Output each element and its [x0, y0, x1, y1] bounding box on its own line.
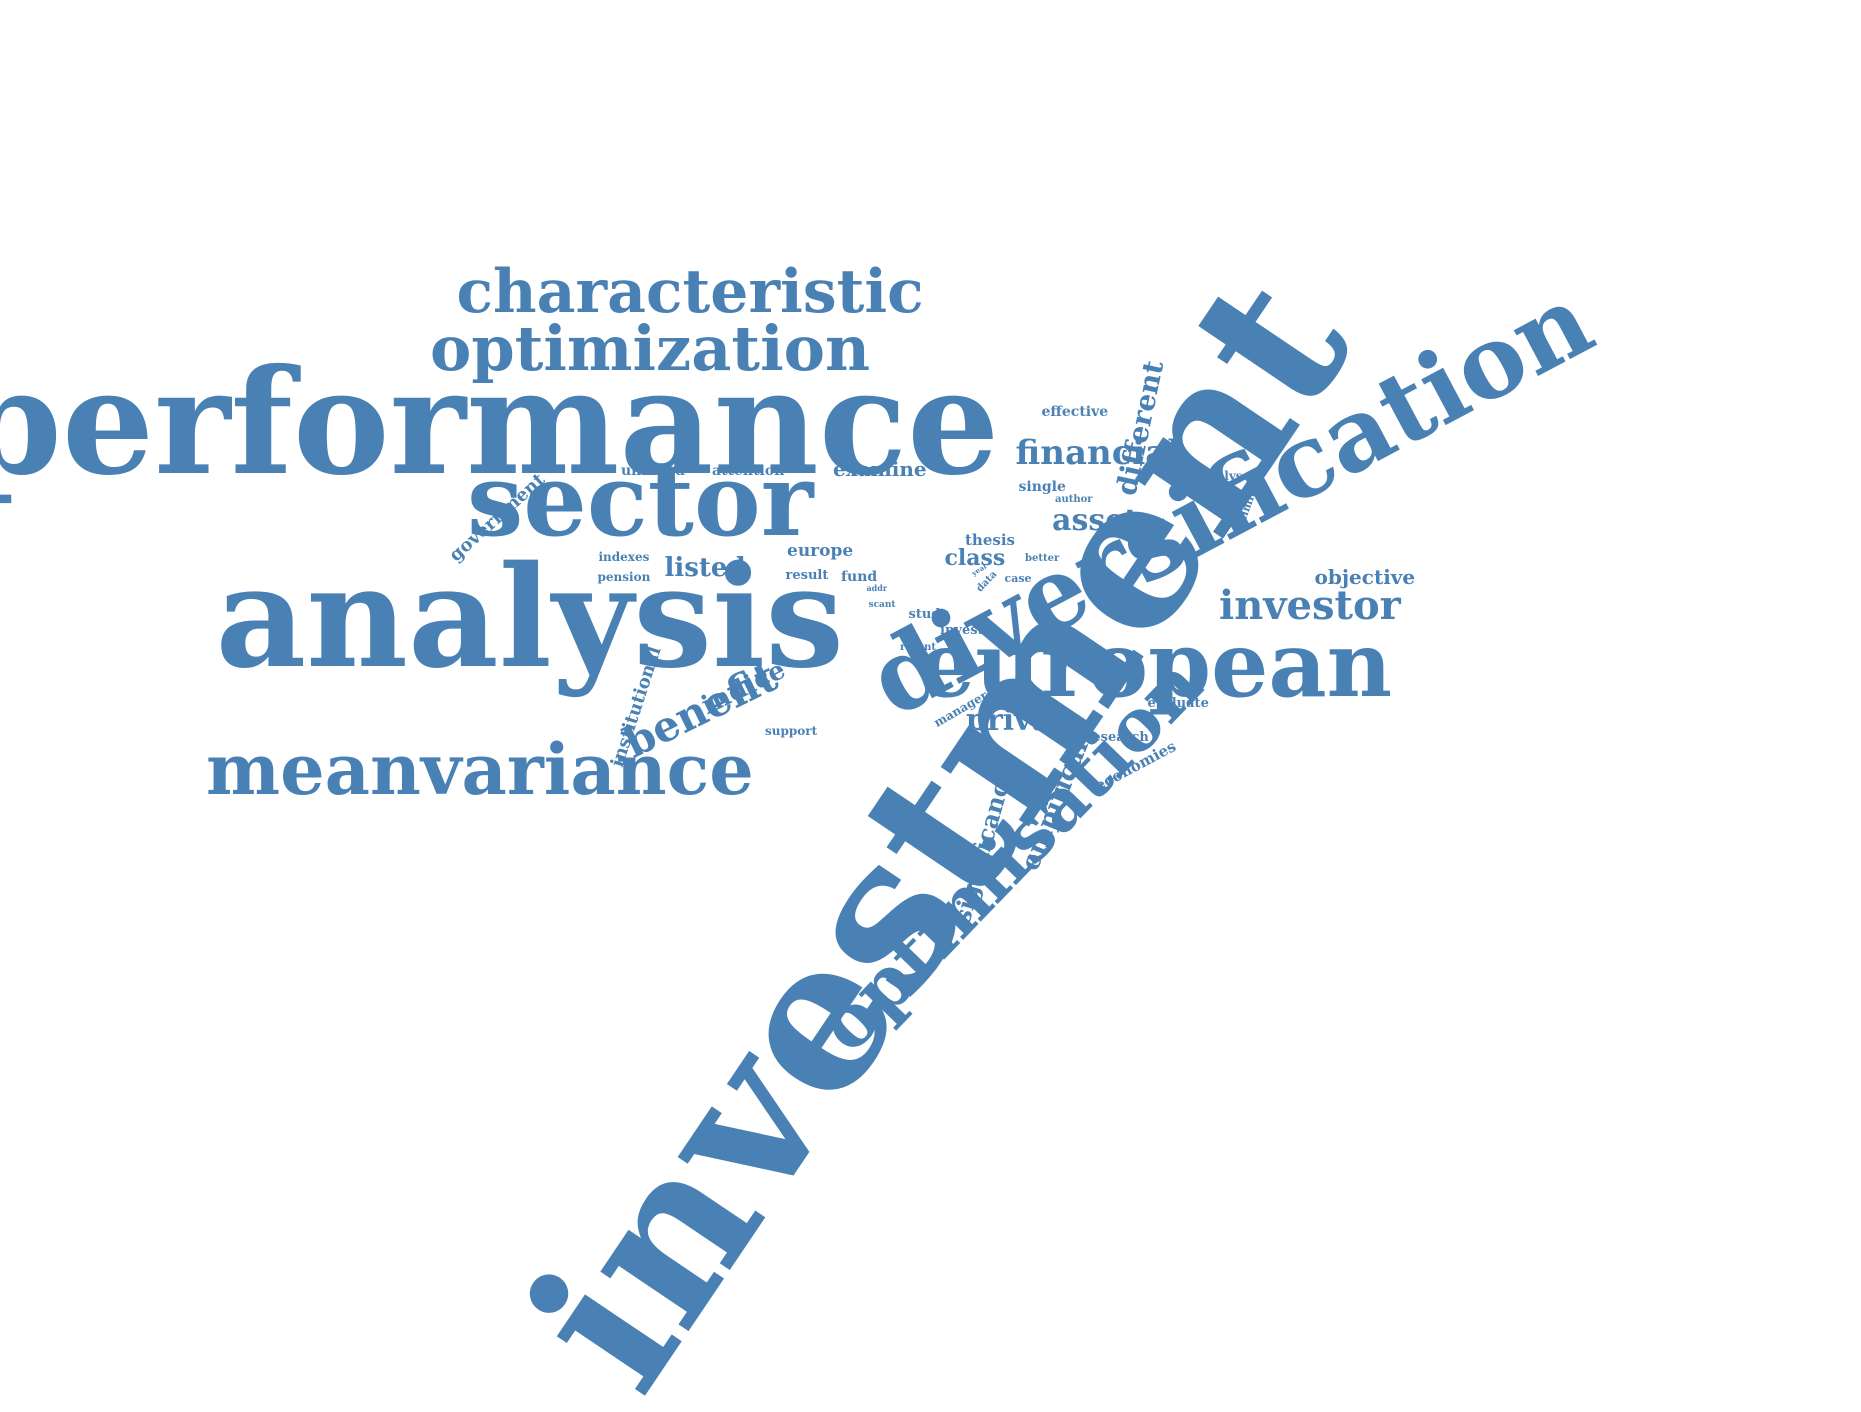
word-examine: examine [833, 457, 927, 481]
word-effective: effective [1041, 404, 1109, 420]
word-analyse: analyse [1200, 469, 1251, 483]
word-case: case [1004, 571, 1032, 585]
word-european: european [918, 612, 1393, 718]
word-study: study [908, 606, 948, 622]
word-fund: fund [841, 569, 878, 585]
word-invest: invest [940, 622, 984, 638]
word-support: support [765, 724, 818, 738]
word-evaluate: evaluate [1147, 695, 1209, 711]
word-financial: financial [1015, 433, 1181, 473]
word-unlisted: unlisted [621, 463, 686, 479]
word-class: class [944, 545, 1006, 571]
word-objective: objective [1314, 565, 1416, 589]
word-characteristic: characteristic [456, 257, 924, 327]
word-europe: europe [787, 540, 854, 561]
word-listed: listed [664, 553, 746, 583]
word-recent: recent [900, 642, 936, 653]
word-author: author [1055, 494, 1093, 505]
word-meanvariance: meanvariance [206, 728, 754, 811]
word-asset: asset [1052, 503, 1139, 538]
word-attention: attention [712, 463, 785, 479]
word-research: research [1085, 729, 1149, 745]
word-sector: sector [467, 441, 814, 559]
word-indexes: indexes [598, 550, 650, 564]
word-investor: investor [1219, 582, 1401, 629]
word-private: private [966, 703, 1084, 738]
word-performance: performance [0, 337, 1000, 508]
word-result: result [785, 567, 829, 583]
word-thesis: thesis [965, 530, 1015, 549]
word-optimization: optimization [430, 312, 871, 385]
word-scant: scant [868, 599, 896, 610]
word-better: better [1025, 553, 1060, 564]
word-single: single [1018, 479, 1066, 495]
word-addr: addr [866, 583, 888, 593]
word-analysis: analysis [215, 536, 845, 700]
word-pension: pension [597, 570, 651, 584]
